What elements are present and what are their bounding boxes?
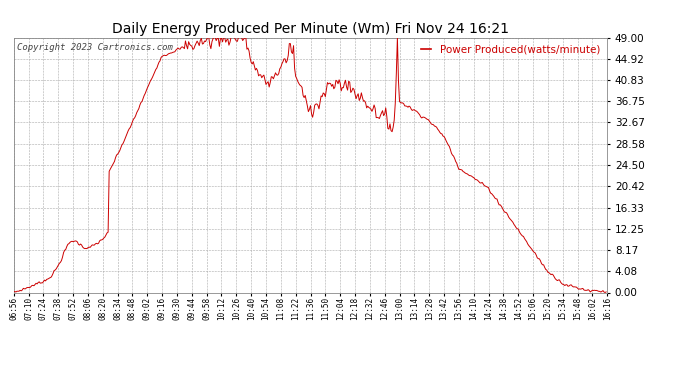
Text: Copyright 2023 Cartronics.com: Copyright 2023 Cartronics.com xyxy=(17,43,172,52)
Title: Daily Energy Produced Per Minute (Wm) Fri Nov 24 16:21: Daily Energy Produced Per Minute (Wm) Fr… xyxy=(112,22,509,36)
Legend: Power Produced(watts/minute): Power Produced(watts/minute) xyxy=(417,40,604,58)
